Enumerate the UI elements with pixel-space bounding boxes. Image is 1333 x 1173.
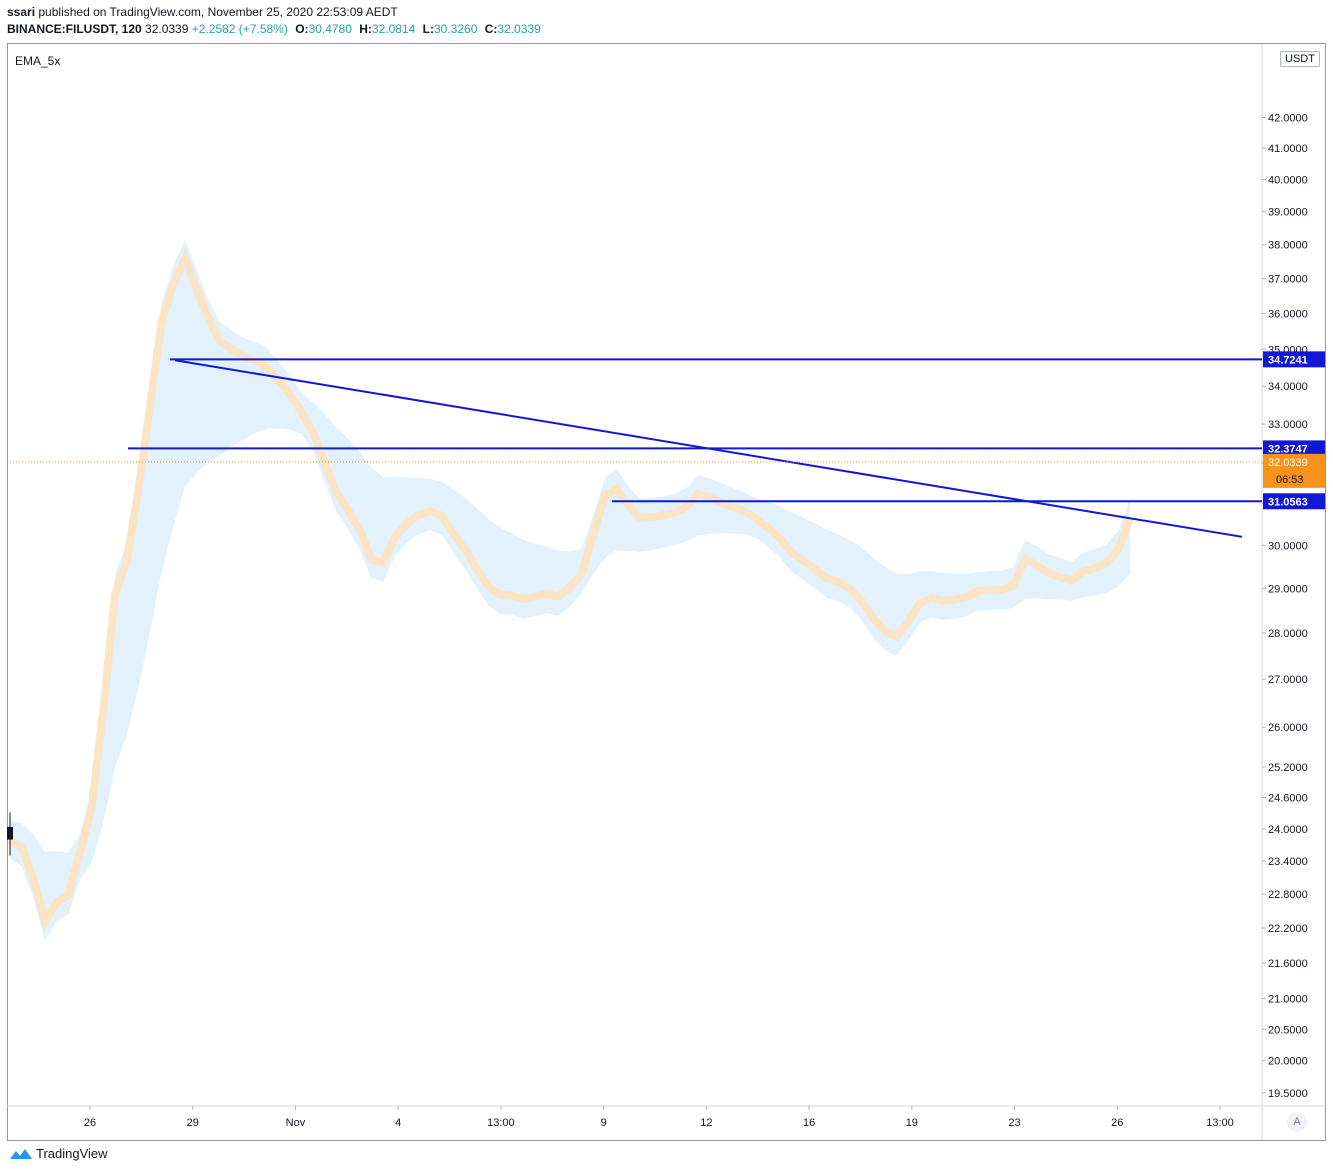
x-tick-label: 16 [803,1117,815,1129]
x-tick-label: 26 [1111,1117,1123,1129]
ema-orange-ribbon [7,248,1134,932]
last-price-badge-bg [1263,453,1325,488]
x-tick-label: 19 [906,1117,918,1129]
y-tick-label: 22.8000 [1268,889,1308,901]
y-tick-label: 40.0000 [1268,175,1308,187]
high-label: H: [359,22,372,36]
x-tick-label: 13:00 [487,1117,515,1129]
y-tick-label: 36.0000 [1268,308,1308,320]
y-tick-label: 25.2000 [1268,762,1308,774]
last-price-label: 32.0339 [1268,457,1308,469]
open-value: 30.4780 [308,22,352,36]
x-tick-label: Nov [286,1117,306,1129]
y-tick-label: 24.6000 [1268,793,1308,805]
auto-scale-button[interactable]: A [1287,1112,1307,1132]
low-value: 30.3260 [434,22,478,36]
y-tick-label: 26.0000 [1268,722,1308,734]
price-change: +2.2582 (+7.58%) [191,22,288,36]
publish-info: ssari published on TradingView.com, Nove… [7,5,398,19]
tradingview-logo-icon [10,1148,32,1159]
x-tick-label: 9 [601,1117,607,1129]
last-price: 32.0339 [145,22,189,36]
tradingview-logo[interactable]: TradingView [10,1146,108,1161]
countdown-label: 06:53 [1276,474,1304,486]
y-tick-label: 34.0000 [1268,381,1308,393]
close-label: C: [484,22,498,36]
low-label: L: [422,22,434,36]
tradingview-brand: TradingView [36,1146,108,1161]
y-tick-label: 37.0000 [1268,274,1308,286]
y-tick-label: 21.6000 [1268,958,1308,970]
currency-badge[interactable]: USDT [1280,51,1320,67]
high-value: 32.0814 [371,22,416,36]
y-tick-label: 28.0000 [1268,628,1308,640]
trendline [174,359,1243,538]
level-badge-bg [1263,493,1325,510]
y-tick-label: 39.0000 [1268,207,1308,219]
y-tick-label: 33.0000 [1268,419,1308,431]
open-label: O: [295,22,309,36]
y-tick-label: 22.2000 [1268,923,1308,935]
level-badge-label: 32.3747 [1268,443,1308,455]
close-value: 32.0339 [497,22,541,36]
x-tick-label: 13:00 [1206,1117,1234,1129]
y-tick-label: 20.5000 [1268,1024,1308,1036]
y-tick-label: 19.5000 [1268,1088,1308,1100]
level-badge-label: 34.7241 [1268,354,1308,366]
level-badge-bg [1263,351,1325,368]
chart-frame[interactable] [7,43,1326,1141]
x-tick-label: 4 [395,1117,401,1129]
x-tick-label: 29 [187,1117,199,1129]
y-tick-label: 20.0000 [1268,1056,1308,1068]
y-tick-label: 41.0000 [1268,143,1308,155]
y-tick-label: 23.4000 [1268,856,1308,868]
indicator-label: EMA_5x [15,54,61,68]
y-tick-label: 24.0000 [1268,824,1308,836]
y-tick-label: 29.0000 [1268,583,1308,595]
level-badge-label: 31.0563 [1268,496,1308,508]
symbol-label: BINANCE:FILUSDT, 120 [7,22,142,36]
y-tick-label: 27.0000 [1268,674,1308,686]
x-tick-label: 12 [700,1117,712,1129]
symbol-legend: BINANCE:FILUSDT, 120 32.0339 +2.2582 (+7… [7,22,541,36]
publish-text: published on TradingView.com, November 2… [38,5,398,19]
publisher: ssari [7,5,36,19]
x-tick-label: 26 [84,1117,96,1129]
x-tick-label: 23 [1008,1117,1020,1129]
y-tick-label: 30.0000 [1268,540,1308,552]
y-tick-label: 21.0000 [1268,994,1308,1006]
y-tick-label: 42.0000 [1268,113,1308,125]
candle-down [7,826,13,840]
level-badge-bg [1263,440,1325,457]
y-tick-label: 38.0000 [1268,240,1308,252]
